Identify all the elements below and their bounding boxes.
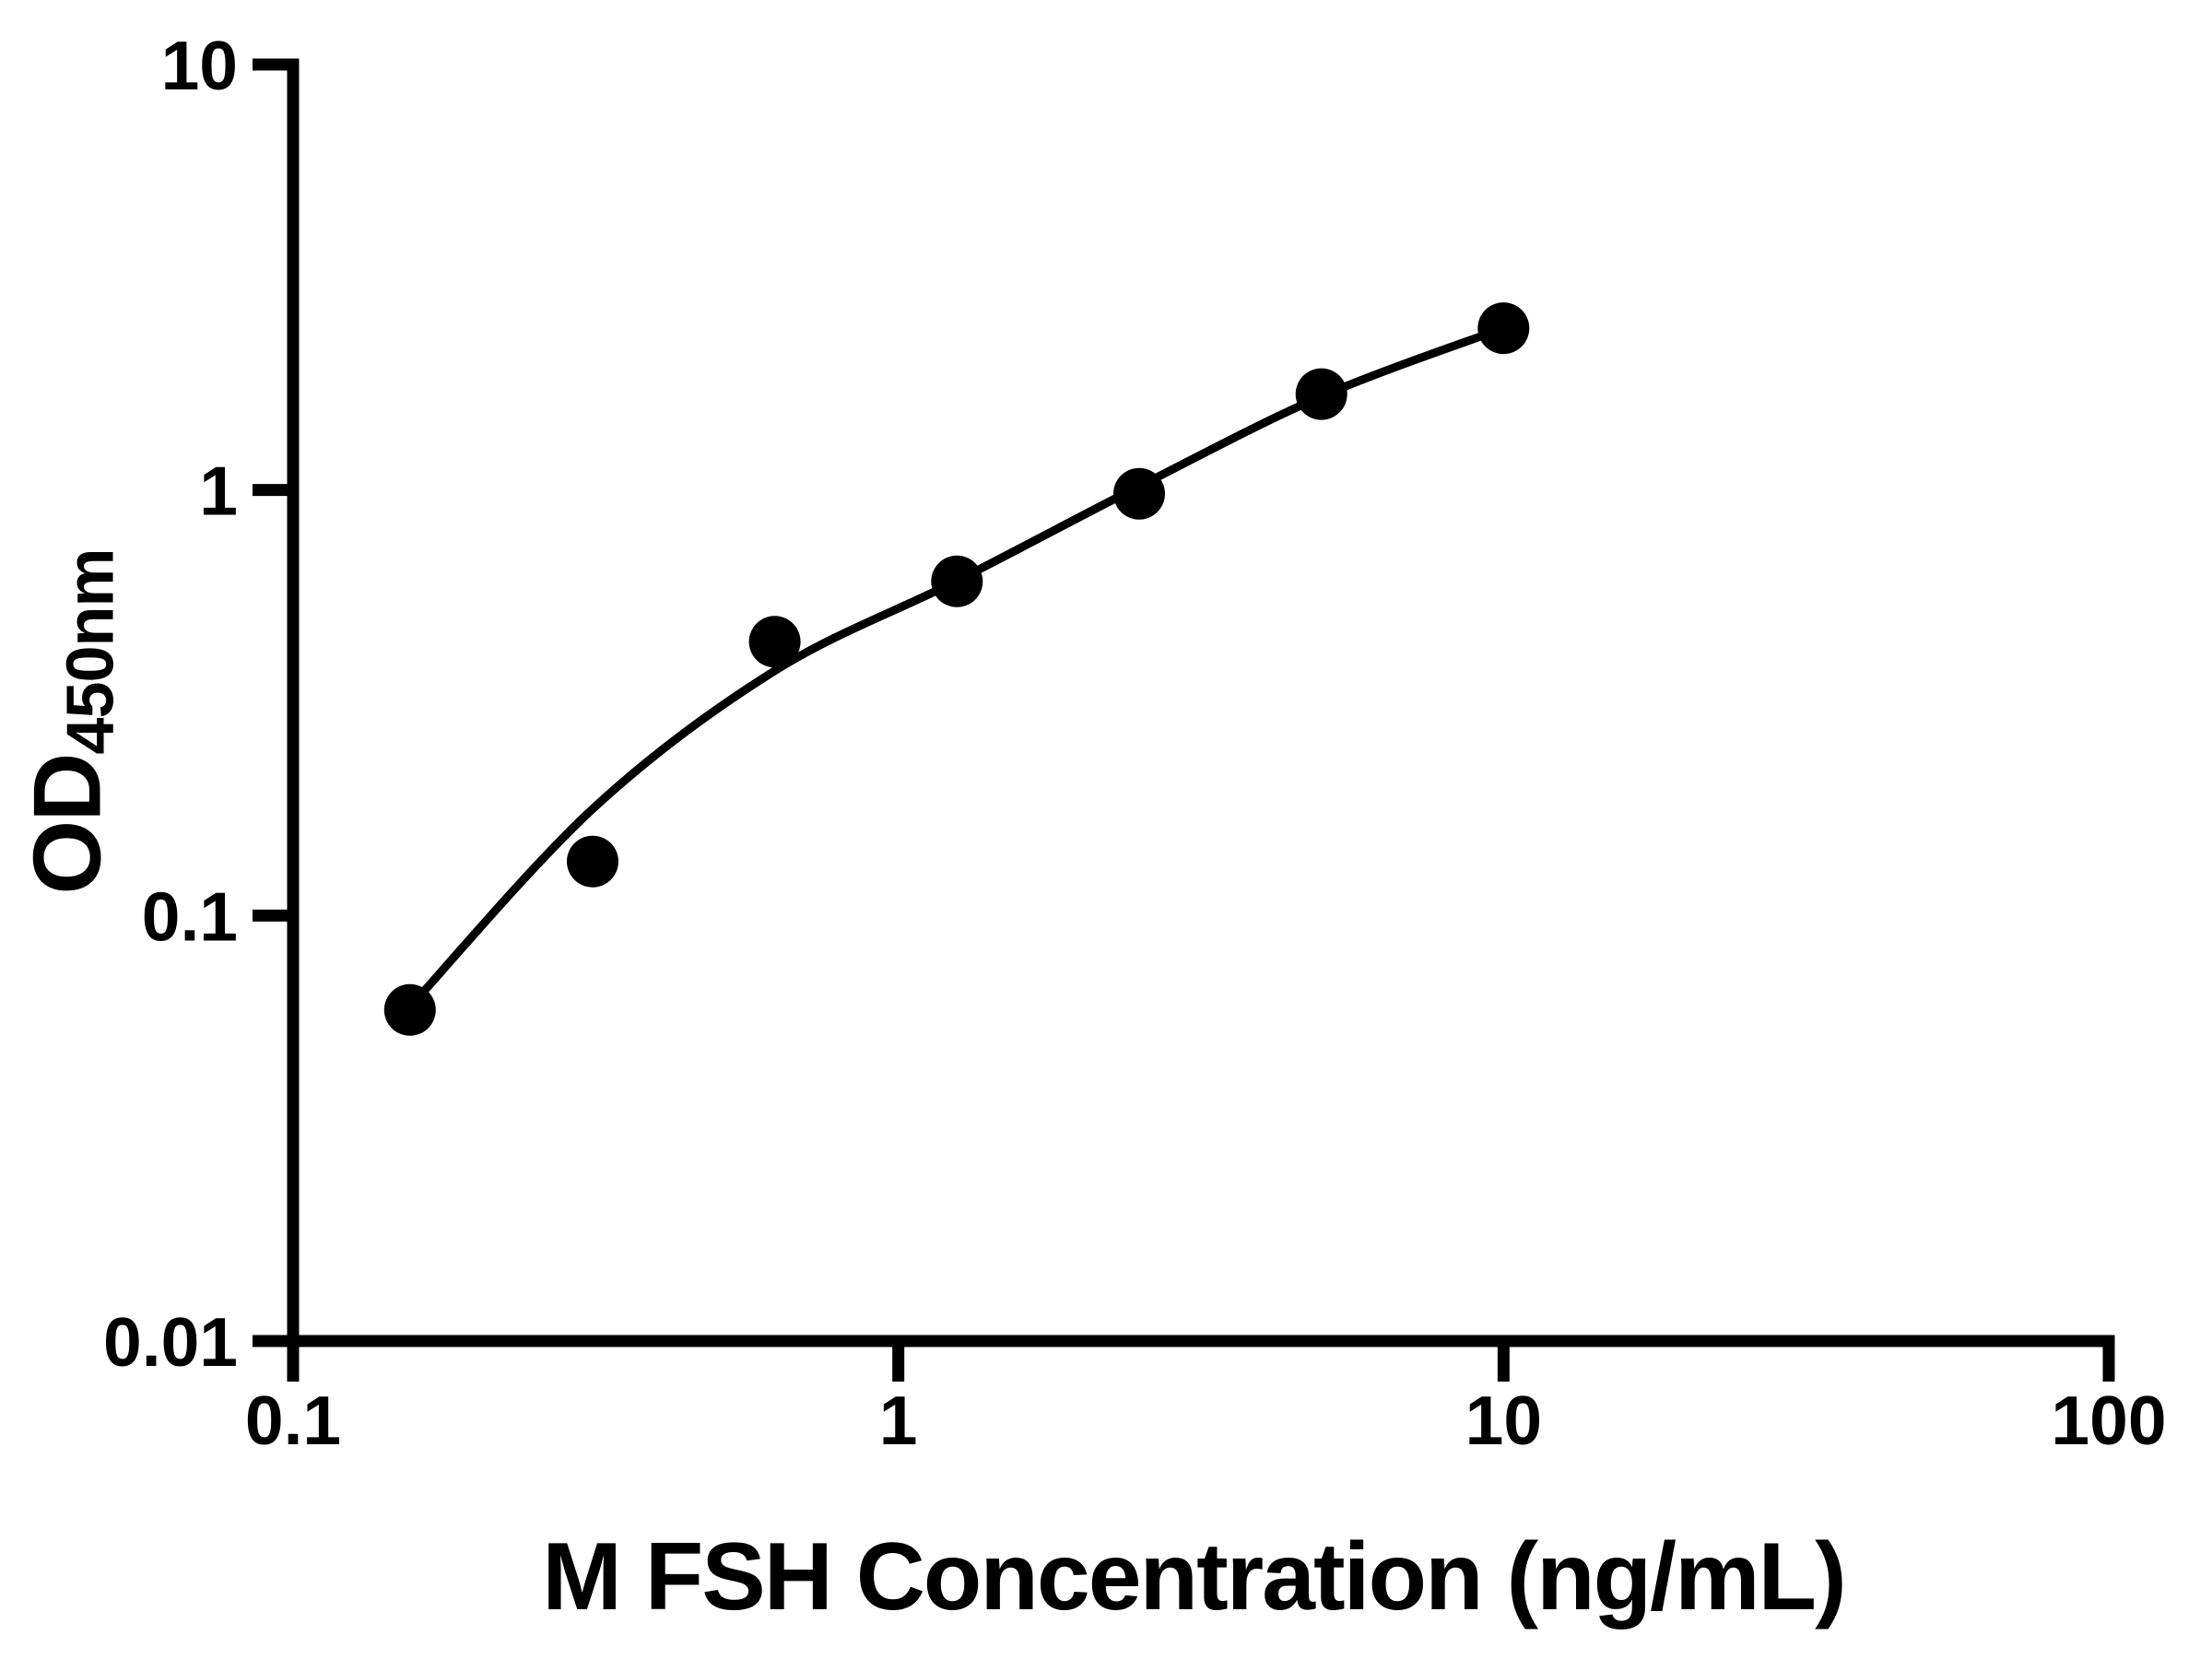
data-point <box>1477 302 1530 355</box>
data-point <box>1295 368 1347 420</box>
fit-curve <box>406 324 1505 1010</box>
x-tick-label: 100 <box>2051 1382 2166 1459</box>
y-tick-label: 0.01 <box>103 1303 238 1381</box>
x-axis-title: M FSH Concentration (ng/mL) <box>542 1524 1846 1630</box>
data-point <box>931 555 983 607</box>
y-axis-title-sub: 450nm <box>53 548 128 755</box>
x-tick-label: 0.1 <box>245 1382 341 1459</box>
y-tick-label: 1 <box>199 453 238 530</box>
data-point <box>383 983 436 1036</box>
y-axis-title: OD450nm <box>14 548 129 894</box>
y-tick-label: 0.1 <box>142 877 238 955</box>
y-axis-title-main: OD <box>14 754 122 895</box>
x-tick-label: 10 <box>1465 1382 1542 1459</box>
data-point <box>748 616 801 668</box>
data-point <box>567 835 618 888</box>
x-tick-label: 1 <box>879 1382 918 1459</box>
y-tick-label: 10 <box>161 27 238 104</box>
data-point <box>1113 467 1165 520</box>
